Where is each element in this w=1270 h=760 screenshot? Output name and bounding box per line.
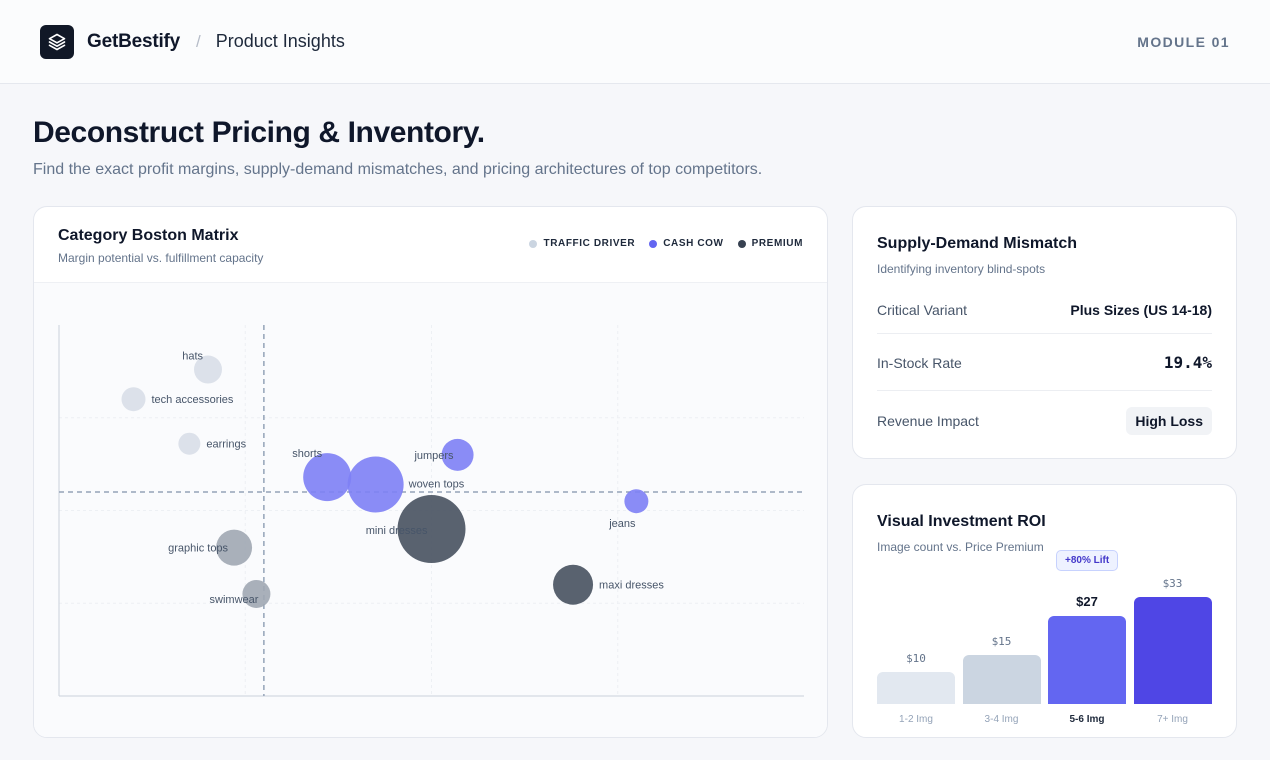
row-revenue-impact: Revenue Impact High Loss [877,407,1212,435]
logo[interactable] [40,24,74,59]
roi-bar[interactable] [877,672,955,704]
bubble-label: graphic tops [168,543,228,555]
supply-demand-card: Supply-Demand Mismatch Identifying inven… [852,206,1237,459]
divider [877,390,1212,391]
roi-bar[interactable] [1048,616,1126,704]
bubble-label: mini dresses [366,525,428,537]
roi-bar-chart: $10 1-2 Img $15 3-4 Img $27 5-6 Img $33 7+ Img [853,485,1236,737]
bubble-jumpers[interactable] [441,438,474,471]
row-critical-variant: Critical Variant Plus Sizes (US 14-18) [877,302,1212,318]
matrix-legend: TRAFFIC DRIVER CASH COW PREMIUM [529,238,803,249]
bubble-mini-dresses[interactable] [397,495,466,564]
roi-subtitle: Image count vs. Price Premium [877,540,1044,554]
bubble-graphic-tops[interactable] [216,529,253,566]
row-label: Critical Variant [877,302,967,318]
matrix-subtitle: Margin potential vs. fulfillment capacit… [58,251,264,265]
roi-bar-label: 3-4 Img [984,714,1019,725]
bubble-label: hats [182,351,203,363]
brand-name[interactable]: GetBestify [87,30,181,52]
matrix-title: Category Boston Matrix [58,227,239,244]
bubble-maxi-dresses[interactable] [553,564,594,605]
bubble-jeans[interactable] [624,489,649,514]
legend-dot [737,239,746,248]
boston-matrix-card: Category Boston Matrix Margin potential … [33,206,828,738]
bubble-label: woven tops [408,479,465,491]
page-subtitle: Find the exact profit margins, supply-de… [33,161,763,178]
row-label: Revenue Impact [877,413,979,429]
legend-label: CASH COW [663,238,724,249]
roi-bar-value: $15 [991,635,1012,648]
roi-bar-label: 5-6 Img [1069,714,1105,725]
bubble-hats[interactable] [194,355,222,384]
legend-dot [649,239,658,248]
top-bar: GetBestify / Product Insights MODULE 01 [0,0,1270,84]
layers-icon [48,33,66,50]
divider [877,333,1212,334]
legend-traffic-driver[interactable]: TRAFFIC DRIVER [529,238,635,249]
legend-premium[interactable]: PREMIUM [737,238,803,249]
bubble-label: earrings [206,439,246,451]
roi-bar-value: $33 [1162,577,1183,590]
bubble-earrings[interactable] [178,432,201,455]
breadcrumb-separator: / [196,31,201,51]
roi-bar-label: 7+ Img [1157,714,1188,725]
lift-badge: +80% Lift [1056,550,1119,571]
legend-cash-cow[interactable]: CASH COW [649,238,723,249]
mismatch-title: Supply-Demand Mismatch [877,235,1078,252]
visual-roi-card: Visual Investment ROI Image count vs. Pr… [852,484,1237,738]
bubble-swimwear[interactable] [242,579,271,608]
bubble-label: tech accessories [152,394,234,406]
scatter-chart: hats tech accessories earrings shorts woven … [58,325,804,697]
row-value: Plus Sizes (US 14-18) [1070,302,1212,318]
bubble-shorts[interactable] [303,453,352,502]
bubble-label: jumpers [413,450,454,462]
row-label: In-Stock Rate [877,354,962,371]
page-title: Deconstruct Pricing & Inventory. [33,116,485,149]
bubble-woven-tops[interactable] [347,456,404,513]
status-badge: High Loss [1126,407,1212,435]
roi-bar-value: $10 [906,652,926,665]
module-label: MODULE 01 [1137,33,1230,50]
roi-bar[interactable] [962,655,1041,704]
roi-bar-label: 1-2 Img [899,714,933,725]
roi-title: Visual Investment ROI [877,513,1046,530]
roi-bar-value: $27 [1076,594,1098,609]
legend-label: TRAFFIC DRIVER [543,238,636,249]
matrix-plot-area: hats tech accessories earrings shorts woven … [34,283,827,737]
matrix-header: Category Boston Matrix Margin potential … [34,207,827,283]
bubble-label: swimwear [210,594,259,606]
row-value: 19.4% [1163,353,1212,372]
bubble-label: shorts [292,448,322,460]
row-in-stock-rate: In-Stock Rate 19.4% [877,353,1212,372]
bubble-tech-accessories[interactable] [121,387,146,412]
mismatch-subtitle: Identifying inventory blind-spots [877,262,1046,276]
breadcrumb-current[interactable]: Product Insights [215,31,345,51]
legend-label: PREMIUM [751,238,803,249]
legend-dot [529,239,538,248]
bubble-label: maxi dresses [599,580,664,592]
bubble-label: jeans [608,518,636,530]
roi-bar[interactable] [1133,597,1212,704]
